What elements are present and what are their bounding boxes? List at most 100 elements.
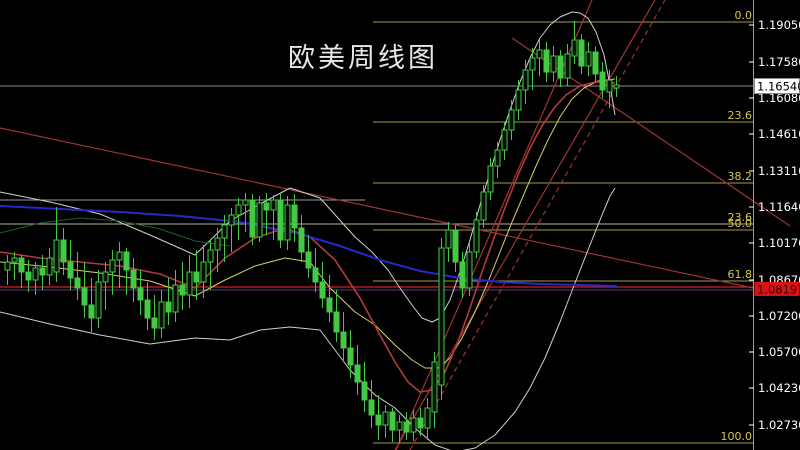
candle-body <box>172 284 179 313</box>
candle-bull <box>466 242 473 296</box>
candle-bear <box>312 248 319 292</box>
candle-body <box>137 287 144 301</box>
candle-body <box>81 287 88 306</box>
fib-level-label: 23.6 <box>728 109 753 122</box>
candle-body <box>193 271 200 283</box>
fib-level-label: 38.2 <box>728 170 753 183</box>
candle-bull <box>228 208 235 252</box>
candle-body <box>305 251 312 269</box>
candle-bear <box>81 262 88 318</box>
candle-bull <box>522 60 529 104</box>
alert-price-box <box>754 282 800 296</box>
candle-bear <box>144 282 151 330</box>
candle-body <box>151 317 158 329</box>
candle-body <box>375 414 382 426</box>
candle-bear <box>354 345 361 395</box>
candle-bull <box>235 198 242 240</box>
candle-body <box>487 165 494 193</box>
price-axis-label: 1.17580 <box>758 55 800 69</box>
price-axis-label: 1.13110 <box>758 164 800 178</box>
candle-body <box>431 361 438 413</box>
candle-bull <box>4 255 11 285</box>
candle-bear <box>88 278 95 332</box>
price-axis-label: 1.16080 <box>758 91 800 105</box>
candle-bear <box>375 395 382 440</box>
price-axis-label: 1.14610 <box>758 127 800 141</box>
candle-bull <box>529 48 536 90</box>
candle-body <box>473 219 480 253</box>
candle-bull <box>487 158 494 200</box>
candle-body <box>347 347 354 366</box>
candle-bull <box>207 240 214 290</box>
candle-bull <box>585 42 592 76</box>
candle-bear <box>137 270 144 315</box>
candle-body <box>95 281 102 319</box>
candle-body <box>438 247 445 386</box>
candle-bull <box>46 248 53 285</box>
candle-body <box>501 129 508 151</box>
candle-body <box>389 411 396 431</box>
candle-body <box>564 53 571 79</box>
candle-body <box>452 229 459 263</box>
candle-bull <box>11 252 18 280</box>
candle-bull <box>564 44 571 86</box>
candle-body <box>522 69 529 91</box>
candle-bull <box>445 222 452 262</box>
candle-body <box>242 199 249 206</box>
candle-bear <box>179 262 186 310</box>
candle-body <box>536 49 543 59</box>
candle-body <box>214 237 221 251</box>
candle-bull <box>424 398 431 440</box>
candle-body <box>312 267 319 283</box>
candle-bear <box>130 258 137 302</box>
price-axis-label: 1.07200 <box>758 309 800 323</box>
candle-bull <box>116 242 123 288</box>
candle-bull <box>214 228 221 272</box>
candle-bear <box>592 46 599 82</box>
candle-bull <box>431 352 438 428</box>
candle-body <box>46 257 53 276</box>
candle-bull <box>571 21 578 64</box>
candle-bull <box>501 122 508 160</box>
current-price-box-label: 1.16540 <box>757 80 800 94</box>
bollinger-lower-band <box>0 187 616 450</box>
candle-body <box>123 251 130 271</box>
candle-body <box>165 301 172 313</box>
candle-body <box>613 84 620 89</box>
candle-bear <box>326 275 333 322</box>
candle-bull <box>53 207 60 282</box>
candle-bear <box>193 250 200 300</box>
candle-body <box>403 421 410 433</box>
candle-body <box>466 251 473 289</box>
candle-body <box>228 214 235 226</box>
fast-ma-line <box>0 81 616 393</box>
alert-price-box-label: 1.08197 <box>757 283 800 297</box>
candle-bear <box>599 62 606 98</box>
candle-body <box>130 269 137 289</box>
candle-bear <box>165 278 172 325</box>
candle-body <box>606 79 613 93</box>
candle-body <box>158 301 165 329</box>
ascending-fanline-wide <box>394 0 656 450</box>
candle-body <box>354 364 361 383</box>
candle-bull <box>480 185 487 228</box>
candle-bear <box>151 295 158 340</box>
candle-body <box>144 299 151 319</box>
candle-body <box>291 204 298 229</box>
candle-body <box>207 249 214 263</box>
candle-bull <box>270 195 277 240</box>
candle-bull <box>382 405 389 438</box>
candle-bear <box>403 412 410 440</box>
candle-bear <box>18 255 25 288</box>
candle-bear <box>361 362 368 412</box>
candle-body <box>599 71 606 91</box>
candle-body <box>32 267 39 281</box>
candle-body <box>284 204 291 241</box>
candle-bull <box>172 270 179 322</box>
candle-body <box>557 55 564 79</box>
candle-body <box>578 39 585 67</box>
candle-body <box>459 261 466 289</box>
candle-body <box>298 227 305 253</box>
